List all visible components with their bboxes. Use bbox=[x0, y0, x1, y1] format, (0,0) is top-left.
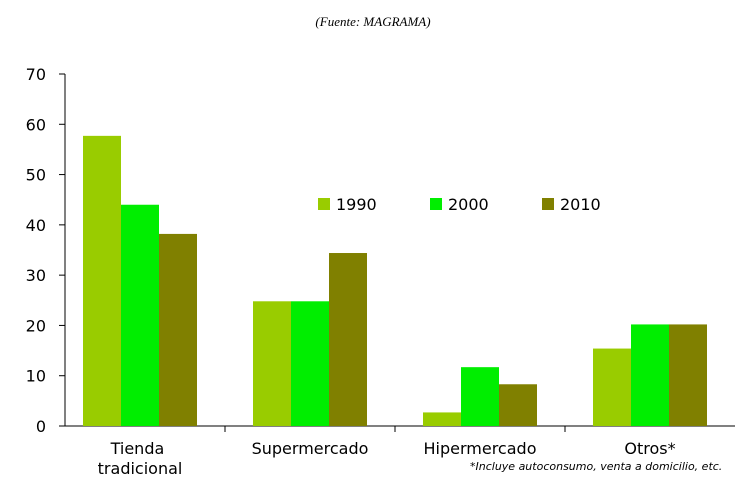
y-tick-label: 60 bbox=[26, 115, 46, 134]
y-tick-label: 20 bbox=[26, 316, 46, 335]
y-tick-label: 50 bbox=[26, 166, 46, 185]
legend-swatch bbox=[318, 198, 330, 210]
bar bbox=[631, 324, 669, 426]
x-tick-label: Tienda tradicional bbox=[98, 439, 183, 478]
legend-label: 1990 bbox=[336, 195, 377, 214]
bar bbox=[461, 367, 499, 426]
bar bbox=[291, 301, 329, 426]
x-tick-label: Hipermercado bbox=[424, 439, 537, 458]
bar bbox=[593, 348, 631, 426]
x-tick-label: Otros* bbox=[624, 439, 675, 458]
legend-label: 2000 bbox=[448, 195, 489, 214]
y-tick-label: 10 bbox=[26, 367, 46, 386]
bar bbox=[499, 384, 537, 426]
chart-subtitle: (Fuente: MAGRAMA) bbox=[315, 14, 430, 29]
bar bbox=[159, 233, 197, 426]
y-tick-label: 30 bbox=[26, 266, 46, 285]
legend-swatch bbox=[430, 198, 442, 210]
legend-label: 2010 bbox=[560, 195, 601, 214]
y-tick-label: 0 bbox=[36, 417, 46, 436]
bar bbox=[669, 324, 707, 426]
y-tick-label: 40 bbox=[26, 216, 46, 235]
bar bbox=[423, 412, 461, 426]
note: *Incluye autoconsumo, venta a domicilio,… bbox=[470, 460, 722, 473]
bar bbox=[83, 135, 121, 426]
bar bbox=[253, 301, 291, 426]
y-tick-label: 70 bbox=[26, 65, 46, 84]
bar bbox=[329, 253, 367, 426]
x-tick-label: Supermercado bbox=[252, 439, 369, 458]
legend-swatch bbox=[542, 198, 554, 210]
bar bbox=[121, 204, 159, 426]
